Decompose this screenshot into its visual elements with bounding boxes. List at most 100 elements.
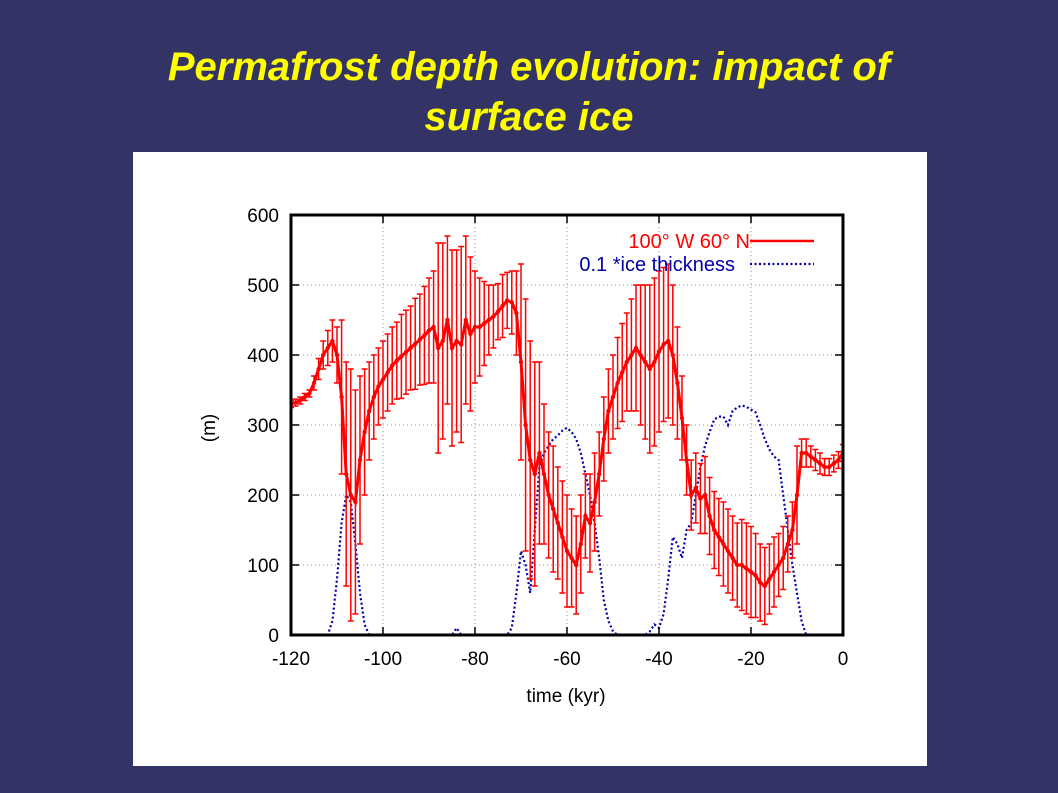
slide-title-line-1: Permafrost depth evolution: impact of xyxy=(167,45,891,89)
y-axis-label: (m) xyxy=(199,414,220,442)
legend-label-series-1: 100° W 60° N xyxy=(628,231,750,253)
x-tick-label: -80 xyxy=(461,649,488,670)
data-point xyxy=(399,354,404,359)
data-point xyxy=(633,345,639,351)
plot-panel: -120 -100 -80 -60 -40 -20 0 0 100 200 300 400 500 600… xyxy=(133,152,927,766)
y-tick-label: 500 xyxy=(247,276,279,297)
data-point xyxy=(325,345,330,351)
data-point xyxy=(390,363,395,368)
data-point xyxy=(827,464,832,470)
y-tick-label: 100 xyxy=(247,556,279,577)
data-point xyxy=(597,471,602,477)
x-tick-label: -60 xyxy=(553,649,580,670)
data-point xyxy=(551,506,556,512)
data-point xyxy=(491,314,496,319)
data-point xyxy=(541,471,547,477)
data-point xyxy=(666,338,671,344)
data-point xyxy=(813,457,818,463)
ice-thickness-line xyxy=(291,404,843,635)
data-point xyxy=(601,436,606,442)
data-point xyxy=(537,450,542,456)
data-point xyxy=(472,324,478,330)
data-point xyxy=(725,548,731,554)
legend: 100° W 60° N0.1 *ice thickness xyxy=(579,231,814,276)
data-point xyxy=(629,352,634,358)
data-point xyxy=(702,492,708,498)
data-point xyxy=(684,457,689,463)
data-point xyxy=(298,398,303,403)
data-point xyxy=(615,380,620,386)
data-point xyxy=(523,422,528,428)
data-point xyxy=(822,464,827,470)
data-point xyxy=(339,394,344,400)
data-point xyxy=(380,377,386,382)
data-point xyxy=(362,429,367,435)
data-point xyxy=(431,324,436,330)
data-point xyxy=(546,492,551,498)
data-point xyxy=(652,359,657,365)
data-point xyxy=(771,569,777,575)
data-point xyxy=(643,359,648,365)
data-point xyxy=(334,352,340,358)
series-group xyxy=(291,235,843,635)
data-point xyxy=(707,513,712,519)
data-point xyxy=(583,513,588,519)
data-point xyxy=(321,352,326,358)
x-axis-label: time (kyr) xyxy=(526,686,605,707)
slide-title-line-2: surface ice xyxy=(424,95,634,139)
data-point xyxy=(293,400,298,405)
data-point xyxy=(445,317,450,323)
data-point xyxy=(371,394,376,400)
data-point xyxy=(794,492,800,498)
data-point xyxy=(505,298,510,303)
data-point xyxy=(514,310,519,316)
data-point xyxy=(767,576,772,582)
data-point xyxy=(353,499,358,505)
data-point xyxy=(693,485,698,491)
x-tick-label: 0 xyxy=(838,649,849,670)
data-point xyxy=(587,520,593,526)
data-point xyxy=(311,380,317,386)
data-point xyxy=(675,380,680,386)
permafrost-chart: -120 -100 -80 -60 -40 -20 0 0 100 200 300 400 500 600… xyxy=(199,206,848,707)
data-point xyxy=(592,499,597,505)
legend-label-series-2: 0.1 *ice thickness xyxy=(579,254,735,276)
data-point xyxy=(482,321,487,326)
data-point xyxy=(748,569,754,575)
data-point xyxy=(330,338,335,344)
slide-title: Permafrost depth evolution: impact of su… xyxy=(0,42,1058,142)
data-point xyxy=(817,461,823,466)
data-point xyxy=(836,457,841,463)
y-tick-label: 600 xyxy=(247,206,279,227)
axes-frame xyxy=(289,213,845,637)
data-point xyxy=(422,333,427,338)
data-point xyxy=(781,555,786,561)
data-point xyxy=(624,359,629,365)
data-point xyxy=(744,566,749,571)
data-point xyxy=(606,408,611,414)
data-point xyxy=(776,562,781,568)
data-point xyxy=(762,583,767,589)
data-point xyxy=(367,408,372,414)
data-point xyxy=(758,580,763,585)
data-point xyxy=(716,534,721,540)
x-tick-label: -40 xyxy=(645,649,672,670)
data-point xyxy=(449,345,455,351)
data-point xyxy=(647,366,652,372)
data-point xyxy=(385,370,390,375)
tick-labels: -120 -100 -80 -60 -40 -20 0 0 100 200 300 400 500 600 xyxy=(247,206,848,670)
data-point xyxy=(532,471,537,477)
data-point xyxy=(799,450,804,456)
data-point xyxy=(721,541,726,547)
data-point xyxy=(578,541,583,547)
data-point xyxy=(564,548,570,554)
data-point xyxy=(307,391,312,396)
data-point xyxy=(403,350,409,355)
data-point xyxy=(316,366,321,372)
data-point xyxy=(454,338,459,344)
data-point xyxy=(486,317,491,323)
data-point xyxy=(518,359,524,365)
data-point xyxy=(555,520,560,526)
plot-area xyxy=(291,235,843,635)
data-point xyxy=(638,352,643,358)
